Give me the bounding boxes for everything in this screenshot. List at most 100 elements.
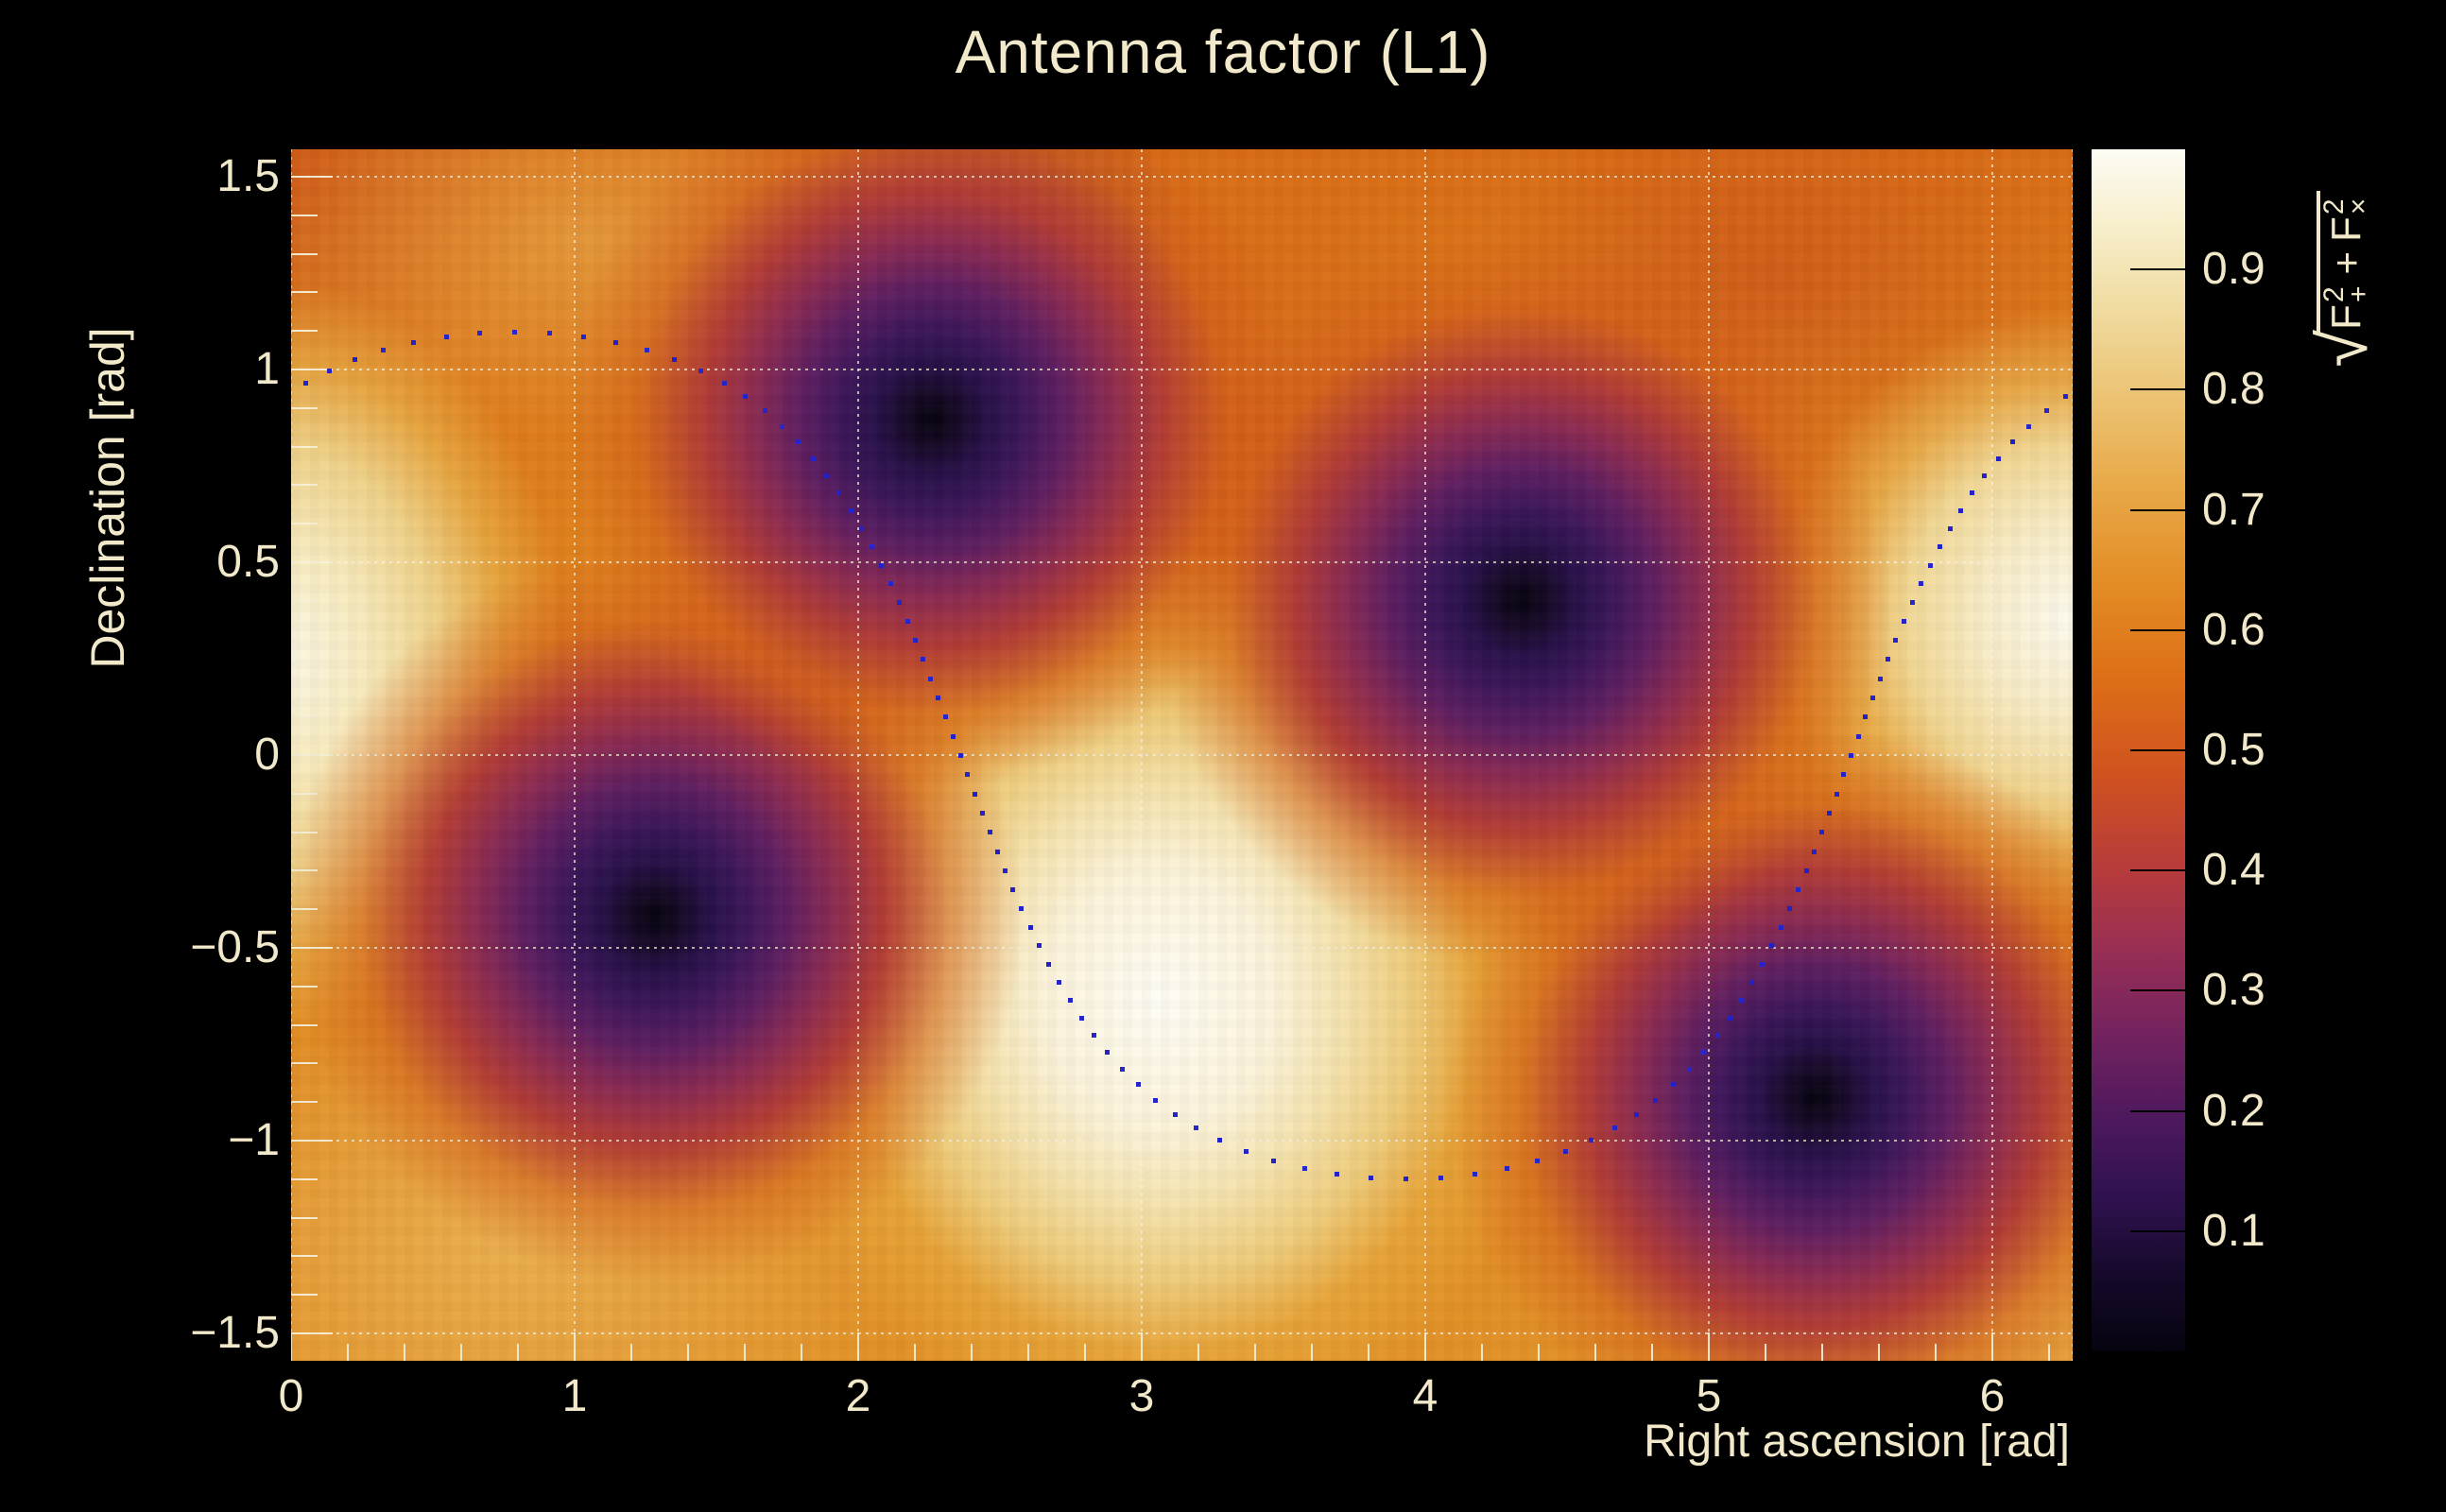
colorbar-tick xyxy=(2130,1229,2185,1232)
curve-dot xyxy=(1091,1033,1096,1039)
curve-dot xyxy=(1982,472,1988,478)
y-axis-tick xyxy=(291,599,318,602)
colorbar-tick xyxy=(2130,869,2185,872)
curve-dot xyxy=(1135,1082,1141,1088)
colorbar-tick-label: 0.2 xyxy=(2202,1085,2265,1136)
y-axis-tick xyxy=(291,484,318,487)
curve-dot xyxy=(972,791,977,797)
x-tick-label: 3 xyxy=(1128,1371,1155,1421)
curve-dot xyxy=(878,562,884,568)
curve-dot xyxy=(1670,1082,1676,1088)
curve-dot xyxy=(547,331,553,336)
y-tick-label: 0.5 xyxy=(216,536,280,587)
formula-f-cross-scripts: 2 × xyxy=(2318,198,2374,215)
x-axis-tick xyxy=(404,1344,405,1361)
gridline-horizontal xyxy=(291,1332,2073,1335)
y-axis-tick xyxy=(291,831,318,833)
curve-dot xyxy=(1727,1015,1732,1021)
curve-dot xyxy=(904,619,910,625)
gridline-horizontal xyxy=(291,947,2073,950)
curve-dot xyxy=(1947,525,1953,531)
curve-dot xyxy=(987,830,992,835)
curve-dot xyxy=(1811,849,1817,854)
colorbar-tick xyxy=(2130,388,2185,391)
colorbar-tick xyxy=(2130,1109,2185,1112)
curve-dot xyxy=(2010,439,2016,445)
curve-dot xyxy=(1046,961,1052,967)
curve-dot xyxy=(1779,924,1784,930)
x-axis-tick xyxy=(687,1344,689,1361)
curve-dot xyxy=(1105,1050,1111,1056)
curve-dot xyxy=(1841,772,1847,778)
curve-dot xyxy=(2043,408,2049,414)
curve-dot xyxy=(913,638,919,644)
formula-f-cross: F xyxy=(2323,216,2369,242)
x-axis-tick xyxy=(291,1332,292,1361)
curve-dot xyxy=(1818,830,1824,835)
x-tick-label: 6 xyxy=(1979,1371,2006,1421)
x-axis-tick xyxy=(1197,1344,1200,1361)
curve-dot xyxy=(1893,638,1899,644)
curve-dot xyxy=(1803,868,1809,873)
curve-dot xyxy=(1119,1066,1125,1072)
x-tick-label: 2 xyxy=(845,1371,871,1421)
curve-dot xyxy=(644,348,649,353)
curve-dot xyxy=(1686,1066,1692,1072)
y-tick-label: 1 xyxy=(254,343,280,394)
curve-dot xyxy=(1027,924,1033,930)
curve-dot xyxy=(1958,507,1964,513)
curve-dot xyxy=(979,811,985,816)
curve-dot xyxy=(302,380,308,386)
curve-dot xyxy=(869,544,874,550)
curve-dot xyxy=(1995,455,2001,461)
y-tick-label: −1.5 xyxy=(190,1308,280,1359)
curve-dot xyxy=(1826,811,1832,816)
curve-dot xyxy=(1633,1111,1639,1117)
curve-dot xyxy=(1217,1138,1223,1143)
curve-dot xyxy=(1855,733,1861,739)
curve-dot xyxy=(1834,791,1839,797)
x-axis-tick xyxy=(517,1344,519,1361)
curve-dot xyxy=(950,733,956,739)
curve-dot xyxy=(1653,1097,1659,1103)
colorbar-tick-label: 0.1 xyxy=(2202,1205,2265,1256)
x-axis-tick xyxy=(347,1344,349,1361)
curve-dot xyxy=(1886,657,1891,662)
y-axis-title: Declination [rad] xyxy=(81,327,134,669)
curve-dot xyxy=(848,507,853,513)
y-tick-label: −0.5 xyxy=(190,922,280,973)
x-axis-tick xyxy=(857,1332,859,1361)
gridline-horizontal xyxy=(291,754,2073,756)
y-axis-tick xyxy=(291,715,318,718)
x-axis-tick xyxy=(1935,1344,1938,1361)
curve-dot xyxy=(743,394,749,400)
curve-dot xyxy=(477,331,483,336)
curve-dot xyxy=(936,695,941,700)
y-axis-tick xyxy=(291,677,318,679)
x-tick-label: 5 xyxy=(1696,1371,1722,1421)
x-axis-tick xyxy=(1481,1344,1484,1361)
curve-dot xyxy=(1057,980,1062,986)
curve-dot xyxy=(698,368,703,373)
colorbar-tick-label: 0.8 xyxy=(2202,364,2265,415)
curve-dot xyxy=(896,600,902,606)
curve-dot xyxy=(858,525,864,531)
y-axis-tick xyxy=(291,523,318,525)
curve-dot xyxy=(1739,998,1745,1004)
x-tick-label: 4 xyxy=(1412,1371,1438,1421)
x-axis-tick xyxy=(1594,1344,1597,1361)
gridline-horizontal xyxy=(291,1140,2073,1143)
curve-dot xyxy=(1535,1158,1541,1163)
y-axis-tick xyxy=(291,1062,318,1065)
curve-dot xyxy=(943,714,949,720)
colorbar-tick-label: 0.9 xyxy=(2202,244,2265,295)
y-axis-tick xyxy=(291,330,318,333)
y-axis-tick xyxy=(291,792,318,795)
curve-dot xyxy=(836,490,842,496)
y-axis-tick xyxy=(291,1101,318,1104)
curve-dot xyxy=(810,455,816,461)
curve-dot xyxy=(1504,1166,1509,1171)
curve-dot xyxy=(613,339,619,345)
x-axis-tick xyxy=(801,1344,802,1361)
curve-dot xyxy=(1010,886,1016,892)
